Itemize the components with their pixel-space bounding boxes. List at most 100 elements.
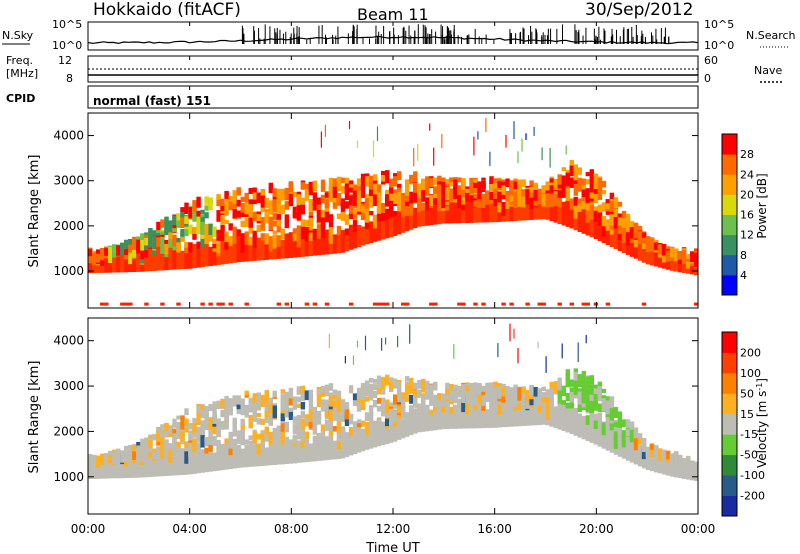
power-cell	[641, 240, 647, 263]
power-cell	[224, 198, 229, 210]
velocity-cell	[200, 405, 205, 410]
power-cell	[232, 208, 237, 219]
power-cell	[304, 230, 310, 257]
velocity-cell	[280, 418, 285, 433]
velocity-cell	[625, 435, 631, 461]
power-cell	[469, 197, 474, 223]
velocity-cell	[617, 411, 623, 417]
velocity-cell	[348, 420, 354, 425]
power-cell	[332, 188, 338, 197]
velocity-cell	[473, 386, 478, 399]
power-cell	[192, 228, 197, 240]
velocity-cell	[300, 431, 306, 439]
power-cell	[429, 200, 434, 226]
power-cell	[280, 239, 285, 259]
velocity-cell	[128, 456, 133, 470]
power-cell	[417, 143, 419, 161]
power-cell	[304, 226, 310, 237]
velocity-cell	[397, 382, 402, 387]
velocity-cell	[425, 405, 430, 415]
power-cell	[389, 214, 394, 238]
power-cell	[393, 213, 398, 236]
velocity-cell	[352, 428, 358, 435]
power-cell	[268, 182, 273, 194]
velocity-ylabel: Slant Range [km]	[27, 361, 42, 474]
velocity-cell	[585, 334, 587, 344]
power-cell	[140, 239, 145, 251]
power-cell	[280, 232, 285, 240]
power-cell	[461, 204, 466, 223]
velocity-cell	[376, 384, 382, 391]
power-cell	[557, 174, 562, 185]
velocity-cell	[228, 442, 233, 469]
velocity-cell	[196, 442, 201, 457]
velocity-cell	[332, 413, 338, 421]
power-cell	[449, 200, 454, 224]
power-cell	[288, 181, 294, 193]
velocity-cell	[360, 428, 366, 437]
power-cell	[120, 242, 125, 254]
power-cell	[605, 199, 611, 205]
velocity-cell	[184, 418, 189, 426]
velocity-cell	[272, 427, 277, 434]
power-cell	[336, 193, 342, 206]
velocity-cell	[513, 328, 515, 339]
velocity-panel: 1000 2000 3000 4000 Slant Range [km]	[27, 317, 699, 515]
power-cell	[473, 302, 478, 306]
velocity-cell	[340, 437, 346, 459]
power-heatmap	[88, 118, 698, 306]
velocity-cell	[553, 381, 558, 387]
velocity-cell	[501, 388, 506, 397]
colorbar-tick-label: 16	[740, 209, 754, 222]
power-cell	[244, 231, 249, 238]
velocity-cell	[124, 449, 129, 463]
power-cell	[324, 211, 330, 223]
power-cell	[240, 238, 245, 248]
velocity-cell	[605, 400, 611, 415]
velocity-cell	[328, 428, 334, 436]
power-cell	[401, 302, 406, 306]
velocity-cell	[489, 405, 494, 428]
power-cell	[497, 201, 502, 211]
velocity-cell	[356, 427, 362, 435]
power-cell	[88, 249, 93, 257]
power-cell	[316, 204, 322, 209]
velocity-cell	[232, 421, 237, 432]
velocity-cell	[505, 401, 510, 406]
power-cell	[336, 233, 342, 254]
power-cell	[569, 302, 574, 306]
power-cell	[381, 175, 386, 182]
velocity-cell	[180, 430, 185, 440]
power-cell	[204, 234, 209, 245]
power-cell	[541, 197, 546, 220]
power-cell	[433, 188, 438, 194]
power-cell	[340, 185, 346, 194]
velocity-cell	[417, 383, 422, 388]
velocity-cell	[553, 406, 558, 416]
power-cell	[208, 230, 213, 242]
power-cell	[100, 252, 105, 261]
power-cell	[192, 226, 197, 234]
power-cell	[336, 213, 342, 220]
power-cell	[232, 236, 237, 263]
power-cell	[340, 198, 346, 208]
velocity-cell	[292, 416, 298, 424]
velocity-cell	[256, 406, 261, 411]
power-cell	[344, 228, 350, 252]
velocity-cell	[320, 385, 326, 393]
velocity-cell	[288, 407, 294, 412]
velocity-cell	[393, 404, 398, 409]
power-cell	[216, 242, 221, 254]
power-cell	[376, 192, 382, 207]
velocity-cell	[449, 389, 454, 401]
velocity-cell	[324, 436, 330, 461]
velocity-cell	[393, 394, 398, 405]
power-cell	[537, 198, 542, 204]
velocity-cell	[176, 452, 181, 476]
velocity-cell	[332, 389, 338, 395]
velocity-cell	[224, 443, 229, 470]
velocity-cell	[260, 418, 265, 425]
power-cell	[565, 170, 570, 175]
power-cell	[332, 192, 338, 206]
power-cell	[401, 198, 406, 212]
